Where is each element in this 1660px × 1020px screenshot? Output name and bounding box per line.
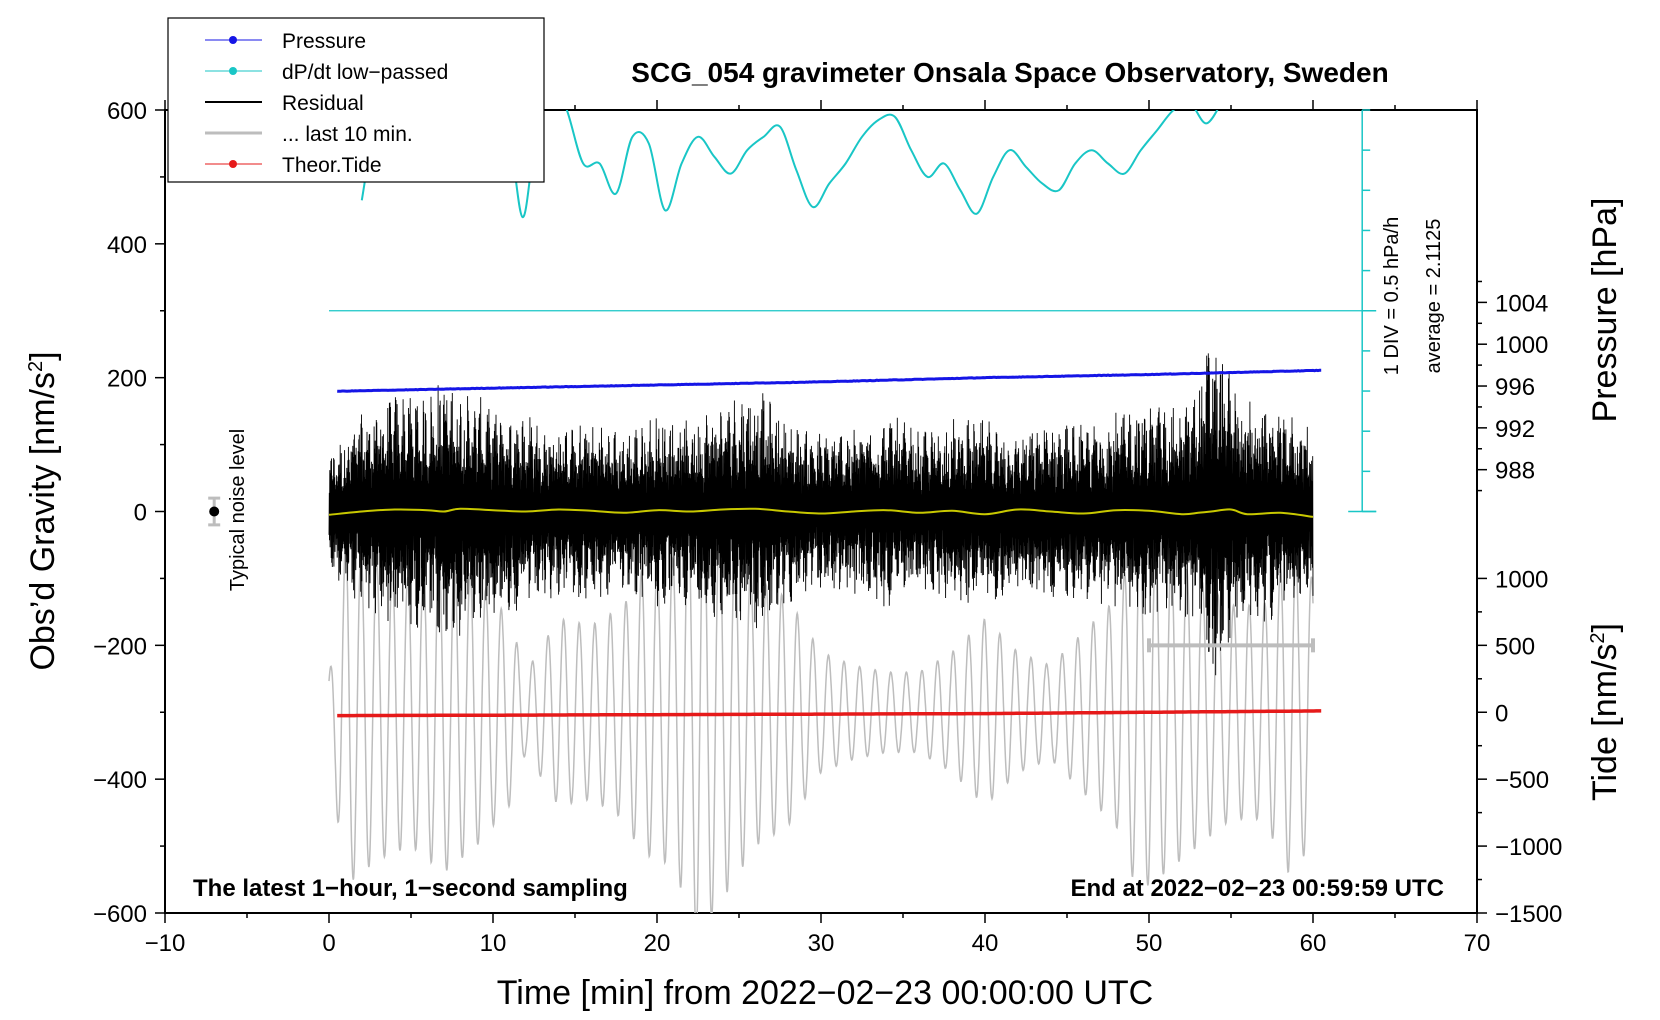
legend-label-last10: ... last 10 min.: [282, 123, 413, 146]
y-tick-label: −600: [93, 901, 147, 928]
y-axis-title-main: Obs’d Gravity [nm/s: [24, 372, 62, 671]
pressure-axis-title: Pressure [hPa]: [1586, 198, 1624, 423]
y-tick-label: 400: [107, 232, 147, 259]
tide-axis-title-main: Tide [nm/s: [1586, 644, 1624, 801]
pressure-tick-label: 988: [1495, 458, 1535, 485]
pressure-tick-label: 996: [1495, 374, 1535, 401]
x-axis-title: Time [min] from 2022−02−23 00:00:00 UTC: [497, 974, 1153, 1012]
y-axis-title: Obs’d Gravity [nm/s2]: [24, 351, 62, 670]
tide-tick-label: −1000: [1495, 834, 1562, 861]
x-tick-label: 20: [644, 930, 671, 957]
annotation-end-time: End at 2022−02−23 00:59:59 UTC: [1070, 875, 1444, 902]
chart-title: SCG_054 gravimeter Onsala Space Observat…: [631, 57, 1388, 88]
noise-marker-dot: [209, 506, 220, 517]
tide-axis-title: Tide [nm/s2]: [1586, 623, 1624, 801]
legend-label-dpdt: dP/dt low−passed: [282, 61, 448, 84]
legend-label-residual: Residual: [282, 92, 364, 115]
tide-axis-title-end: ]: [1586, 623, 1624, 632]
tide-tick-label: −1500: [1495, 901, 1562, 928]
legend-item-pressure: Pressure: [205, 30, 366, 53]
x-tick-label: 10: [480, 930, 507, 957]
pressure-tick-label: 992: [1495, 416, 1535, 443]
y-tick-label: 0: [134, 500, 147, 527]
dpdt-scale-label: 1 DIV = 0.5 hPa/h: [1381, 217, 1403, 375]
y-tick-label: 200: [107, 366, 147, 393]
legend-item-theor-tide: Theor.Tide: [205, 154, 382, 177]
legend-label-theor-tide: Theor.Tide: [282, 154, 382, 177]
dpdt-average-label: average = 2.1125: [1423, 219, 1445, 374]
tide-tick-label: 0: [1495, 700, 1508, 727]
y-axis-title-sup: 2: [25, 361, 47, 372]
noise-level-label: Typical noise level: [227, 429, 249, 591]
last10-series-line: [328, 494, 1314, 913]
y-tick-label: −200: [93, 633, 147, 660]
residual-mean-line: [328, 507, 1314, 518]
axes-layer: −10 0 10 20 30 40 50 60 70 600 400 200 0 −200 −400 −600…: [93, 98, 1562, 957]
x-tick-label: −10: [145, 930, 186, 957]
residual-series-line: [328, 353, 1314, 676]
x-tick-label: 70: [1464, 930, 1491, 957]
x-tick-label: 60: [1300, 930, 1327, 957]
pressure-tick-label: 1000: [1495, 332, 1548, 359]
legend-item-last10: ... last 10 min.: [205, 123, 413, 146]
legend-item-residual: Residual: [205, 92, 364, 115]
pressure-series-line: [337, 368, 1322, 393]
y-axis-title-end: ]: [24, 351, 62, 360]
legend-label-pressure: Pressure: [282, 30, 366, 53]
x-tick-label: 50: [1136, 930, 1163, 957]
x-tick-label: 40: [972, 930, 999, 957]
tide-tick-label: 500: [1495, 633, 1535, 660]
legend: Pressure dP/dt low−passed Residual ... l…: [167, 17, 545, 183]
tide-axis-title-sup: 2: [1587, 632, 1609, 643]
theor-tide-series-line: [337, 709, 1322, 718]
y-tick-label: 600: [107, 98, 147, 125]
y-tick-label: −400: [93, 767, 147, 794]
legend-dot-dpdt: [229, 67, 237, 75]
legend-dot-theor-tide: [229, 160, 237, 168]
legend-dot-pressure: [229, 36, 237, 44]
annotation-sampling: The latest 1−hour, 1−second sampling: [193, 875, 628, 902]
x-tick-label: 30: [808, 930, 835, 957]
legend-item-dpdt: dP/dt low−passed: [205, 61, 448, 84]
x-tick-label: 0: [322, 930, 335, 957]
tide-tick-label: −500: [1495, 767, 1549, 794]
legend-box: [167, 17, 545, 183]
pressure-tick-label: 1004: [1495, 290, 1548, 317]
tide-tick-label: 1000: [1495, 566, 1548, 593]
